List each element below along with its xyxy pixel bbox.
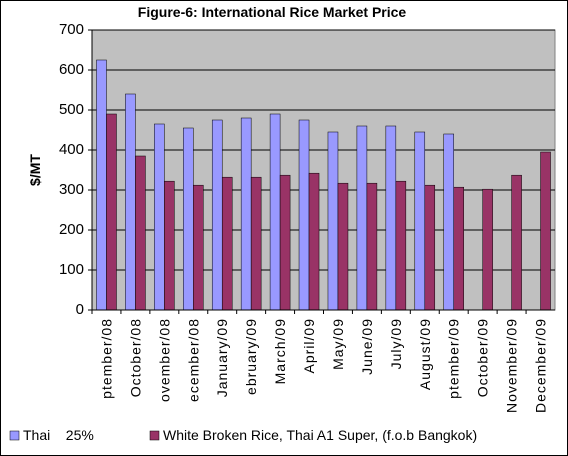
x-tick-label: ebruary/09 <box>243 318 259 395</box>
legend-label: Thai 25% <box>23 427 94 443</box>
legend-swatch <box>9 430 20 441</box>
bar <box>327 131 339 311</box>
y-tick-label: 300 <box>59 181 84 198</box>
x-tick-label: July/09 <box>388 318 404 369</box>
x-tick-label: December/09 <box>533 318 549 413</box>
bar <box>482 188 493 311</box>
bar <box>135 155 146 311</box>
x-tick-label: January/09 <box>214 318 230 397</box>
bar <box>356 125 368 311</box>
x-tick-label: May/09 <box>330 318 346 370</box>
bar <box>424 184 436 311</box>
x-tick-label: November/09 <box>504 318 520 413</box>
bar <box>395 180 407 311</box>
chart-title: Figure-6: International Rice Market Pric… <box>138 4 407 20</box>
bar <box>221 176 233 311</box>
y-tick-label: 600 <box>59 61 84 78</box>
x-tick-label: June/09 <box>359 318 375 375</box>
y-axis-label: $/MT <box>27 154 43 186</box>
x-tick-label: October/08 <box>127 318 143 397</box>
y-tick-label: 400 <box>59 141 84 158</box>
bar <box>269 113 281 311</box>
bar <box>337 182 349 311</box>
bar <box>164 180 175 311</box>
bar <box>96 59 107 311</box>
y-tick-label: 100 <box>59 261 84 278</box>
y-tick-label: 500 <box>59 101 84 118</box>
x-tick-label: October/09 <box>475 318 491 397</box>
y-tick-label: 200 <box>59 221 84 238</box>
x-tick-label: March/09 <box>272 318 288 384</box>
bar <box>250 176 262 311</box>
bar <box>308 172 320 311</box>
bar <box>385 125 397 311</box>
legend-label: White Broken Rice, Thai A1 Super, (f.o.b… <box>163 427 477 443</box>
legend-swatch <box>149 430 160 441</box>
bar <box>298 119 310 311</box>
bar <box>443 133 454 311</box>
y-tick-label: 700 <box>59 21 84 38</box>
bar <box>453 186 464 311</box>
bar <box>540 151 551 311</box>
bar <box>414 131 426 311</box>
x-tick-label: ptember/09 <box>446 318 462 399</box>
bar <box>511 174 522 311</box>
bar <box>183 127 194 311</box>
y-tick-label: 0 <box>76 301 84 318</box>
bar <box>366 182 378 311</box>
x-tick-label: August/09 <box>417 318 433 390</box>
bar <box>125 93 136 311</box>
bar <box>106 113 117 311</box>
x-tick-label: ptember/08 <box>98 318 114 399</box>
bar <box>240 117 252 311</box>
x-tick-label: ecember/08 <box>185 318 201 402</box>
bar <box>279 174 291 311</box>
x-tick-label: ovember/08 <box>156 318 172 402</box>
bar <box>154 123 165 311</box>
bar <box>211 119 223 311</box>
x-tick-label: April/09 <box>301 318 317 373</box>
bar <box>193 184 204 311</box>
